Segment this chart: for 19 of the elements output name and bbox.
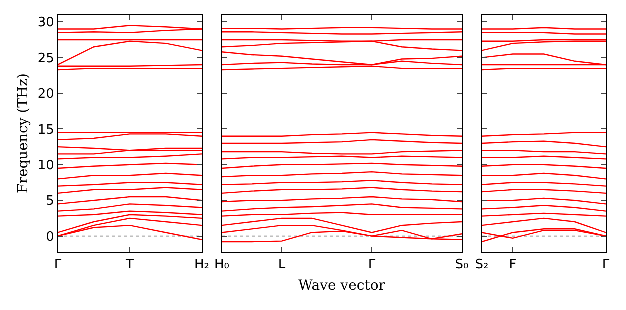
y-tick-label: 20	[38, 87, 54, 102]
y-tick-label: 10	[38, 158, 54, 174]
y-tick-label: 25	[38, 51, 54, 66]
x-tick-label: Γ	[54, 258, 62, 273]
x-tick-label: H₂	[194, 258, 210, 273]
y-tick-label: 30	[38, 16, 54, 31]
x-tick-label: H₀	[214, 258, 230, 273]
y-axis-title: Frequency (THz)	[15, 73, 32, 194]
x-tick-label: L	[278, 258, 286, 273]
x-tick-label: S₂	[475, 258, 489, 273]
x-tick-label: Γ	[602, 258, 610, 273]
x-tick-label: Γ	[368, 258, 376, 273]
y-tick-label: 5	[46, 194, 54, 210]
x-axis-title: Wave vector	[298, 278, 386, 294]
y-tick-label: 0	[46, 230, 54, 245]
x-tick-label: F	[509, 258, 517, 273]
x-tick-label: T	[125, 258, 134, 273]
x-tick-label: S₀	[455, 258, 469, 273]
y-tick-label: 15	[38, 122, 54, 138]
